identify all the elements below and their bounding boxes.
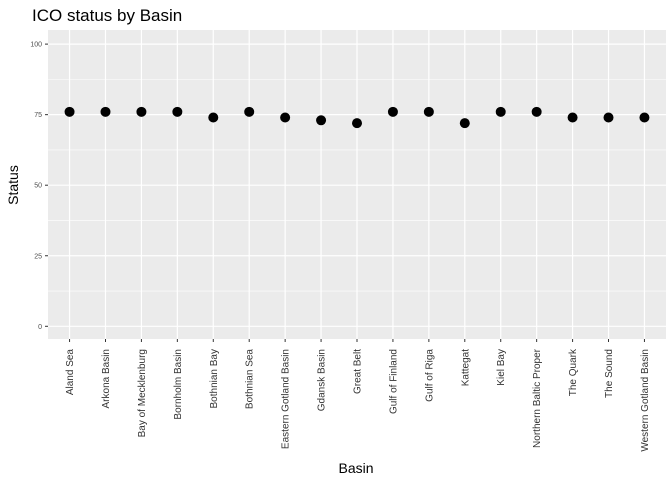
data-point: [567, 112, 578, 123]
data-point: [459, 118, 470, 129]
data-point: [316, 115, 327, 126]
x-tick-label: Bothnian Bay: [209, 349, 220, 409]
data-point: [64, 106, 75, 117]
y-tick-label: 25: [34, 253, 42, 260]
x-tick-label: Bornholm Basin: [173, 349, 184, 420]
data-point: [639, 112, 650, 123]
y-tick-label: 100: [30, 42, 42, 49]
x-tick-label: Gulf of Riga: [424, 349, 435, 402]
data-point: [495, 106, 506, 117]
y-tick-label: 75: [34, 112, 42, 119]
y-tick-label: 50: [34, 183, 42, 190]
grid-lines: [48, 30, 666, 339]
data-point: [531, 106, 542, 117]
x-tick-label: Western Gotland Basin: [640, 349, 651, 452]
x-tick-label: Aland Sea: [65, 349, 76, 396]
x-axis-title: Basin: [338, 460, 373, 476]
x-tick-label: The Sound: [604, 349, 615, 398]
data-point: [603, 112, 614, 123]
data-point: [172, 106, 183, 117]
data-point: [352, 118, 362, 129]
data-point: [100, 106, 111, 117]
x-tick-label: The Quark: [568, 348, 579, 396]
x-tick-label: Gulf of Finland: [388, 349, 399, 414]
data-point: [387, 106, 398, 117]
data-point: [280, 112, 291, 123]
data-point: [136, 106, 147, 117]
x-tick-label: Great Belt: [353, 349, 364, 394]
x-axis: Aland Sea Arkona Basin Bay of Mecklenburg B…: [65, 339, 651, 452]
x-tick-label: Arkona Basin: [101, 349, 112, 408]
x-tick-label: Kiel Bay: [496, 349, 507, 386]
x-tick-label: Bothnian Sea: [245, 349, 256, 409]
y-axis-title: Status: [5, 165, 21, 205]
x-tick-label: Kattegat: [460, 349, 471, 386]
x-tick-label: Bay of Mecklenburg: [137, 349, 148, 437]
data-point: [423, 106, 434, 117]
chart-title: ICO status by Basin: [32, 6, 182, 25]
y-axis: 0 25 50 75 100: [30, 42, 48, 331]
x-tick-label: Gdansk Basin: [317, 349, 328, 411]
data-point: [208, 112, 219, 123]
data-points: [64, 106, 650, 129]
y-tick-label: 0: [38, 324, 42, 331]
data-point: [244, 106, 255, 117]
x-tick-label: Eastern Gotland Basin: [281, 349, 292, 449]
x-tick-label: Northern Baltic Proper: [532, 348, 543, 448]
